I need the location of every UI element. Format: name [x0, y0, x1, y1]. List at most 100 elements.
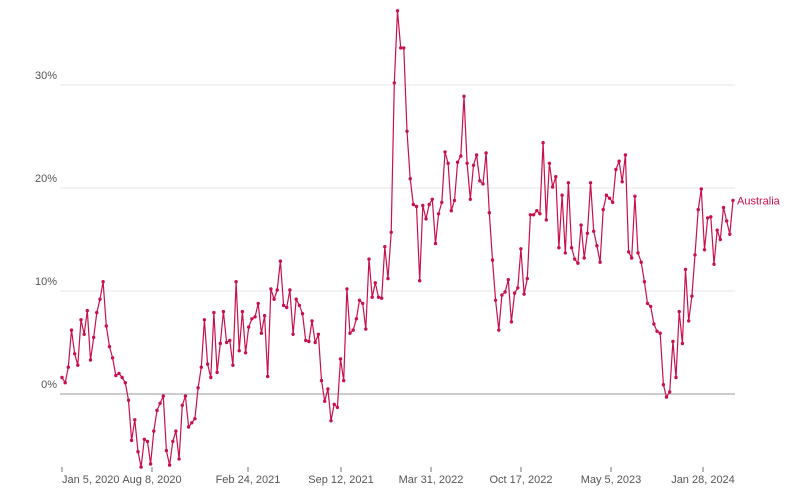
- data-point: [478, 179, 482, 183]
- data-point: [155, 408, 159, 413]
- series-layer: [60, 9, 735, 469]
- data-point: [326, 387, 330, 391]
- data-point: [69, 328, 74, 332]
- data-point: [465, 161, 469, 165]
- data-point: [345, 287, 349, 291]
- data-point: [323, 399, 327, 403]
- data-point: [664, 395, 669, 399]
- data-point: [88, 358, 93, 362]
- data-point: [243, 351, 248, 355]
- data-point: [506, 278, 510, 282]
- data-point: [481, 182, 485, 186]
- data-point: [550, 185, 555, 189]
- data-point: [418, 279, 422, 283]
- data-point: [617, 159, 621, 163]
- data-point: [633, 194, 637, 198]
- data-point: [484, 151, 488, 155]
- data-point: [357, 298, 362, 302]
- data-point: [677, 309, 681, 314]
- data-point: [228, 338, 232, 343]
- data-point: [645, 301, 650, 306]
- data-point: [262, 314, 267, 318]
- data-point: [630, 256, 634, 260]
- data-point: [427, 202, 431, 207]
- x-tick-label: May 5, 2023: [581, 474, 642, 486]
- data-point: [563, 251, 567, 255]
- data-point: [674, 375, 678, 380]
- grid-lines: [60, 84, 735, 395]
- data-point: [259, 331, 264, 335]
- data-point: [148, 462, 153, 466]
- data-point: [595, 244, 599, 248]
- data-point: [554, 175, 558, 179]
- data-point: [139, 465, 143, 469]
- data-point: [291, 332, 295, 336]
- data-point: [718, 237, 722, 242]
- data-point: [402, 46, 406, 50]
- data-point: [307, 339, 311, 344]
- data-point: [104, 324, 109, 328]
- data-point: [224, 340, 229, 345]
- data-point: [592, 229, 596, 233]
- data-point: [133, 418, 137, 422]
- data-point: [66, 365, 71, 369]
- data-point: [414, 204, 419, 209]
- data-point: [658, 331, 662, 335]
- data-point: [582, 256, 586, 260]
- data-point: [351, 328, 355, 332]
- data-point: [557, 246, 561, 250]
- data-point: [218, 341, 222, 346]
- data-point: [642, 280, 647, 284]
- data-point: [123, 381, 128, 385]
- data-point: [421, 203, 425, 208]
- data-point: [424, 217, 428, 221]
- data-point: [171, 439, 175, 444]
- data-point: [269, 287, 273, 291]
- data-point: [509, 320, 514, 324]
- data-point: [120, 375, 124, 380]
- data-point: [183, 394, 188, 398]
- x-tick-label: Mar 31, 2022: [399, 474, 464, 486]
- data-point: [361, 301, 365, 306]
- data-point: [370, 295, 374, 299]
- data-point: [728, 232, 732, 236]
- data-point: [60, 375, 64, 380]
- data-point: [364, 327, 368, 331]
- data-point: [177, 457, 181, 461]
- data-point: [310, 319, 314, 323]
- data-point: [500, 293, 504, 297]
- data-point: [636, 251, 640, 255]
- data-point: [389, 230, 393, 234]
- data-point: [92, 335, 96, 340]
- data-point: [611, 200, 615, 205]
- x-tick-label: Aug 8, 2020: [122, 474, 181, 486]
- data-point: [117, 371, 121, 376]
- data-point: [573, 257, 577, 261]
- data-point: [107, 344, 112, 349]
- y-tick-label: 30%: [35, 70, 57, 82]
- data-point: [661, 383, 666, 387]
- data-point: [199, 365, 203, 369]
- data-point: [443, 150, 447, 154]
- data-point: [342, 378, 346, 383]
- data-point: [174, 429, 178, 433]
- data-point: [304, 338, 308, 343]
- data-point: [706, 216, 710, 220]
- data-point: [272, 297, 276, 301]
- data-point: [576, 261, 580, 265]
- data-point: [699, 187, 703, 191]
- y-tick-label: 0%: [41, 379, 57, 391]
- data-point: [440, 200, 444, 205]
- data-point: [167, 463, 172, 467]
- data-point: [614, 167, 618, 172]
- data-point: [709, 215, 713, 219]
- data-point: [452, 198, 457, 203]
- data-point: [620, 180, 624, 184]
- data-point: [468, 197, 472, 201]
- data-point: [136, 450, 140, 454]
- data-point: [231, 363, 235, 367]
- data-point: [731, 198, 735, 203]
- data-point: [449, 209, 453, 213]
- data-point: [702, 248, 707, 252]
